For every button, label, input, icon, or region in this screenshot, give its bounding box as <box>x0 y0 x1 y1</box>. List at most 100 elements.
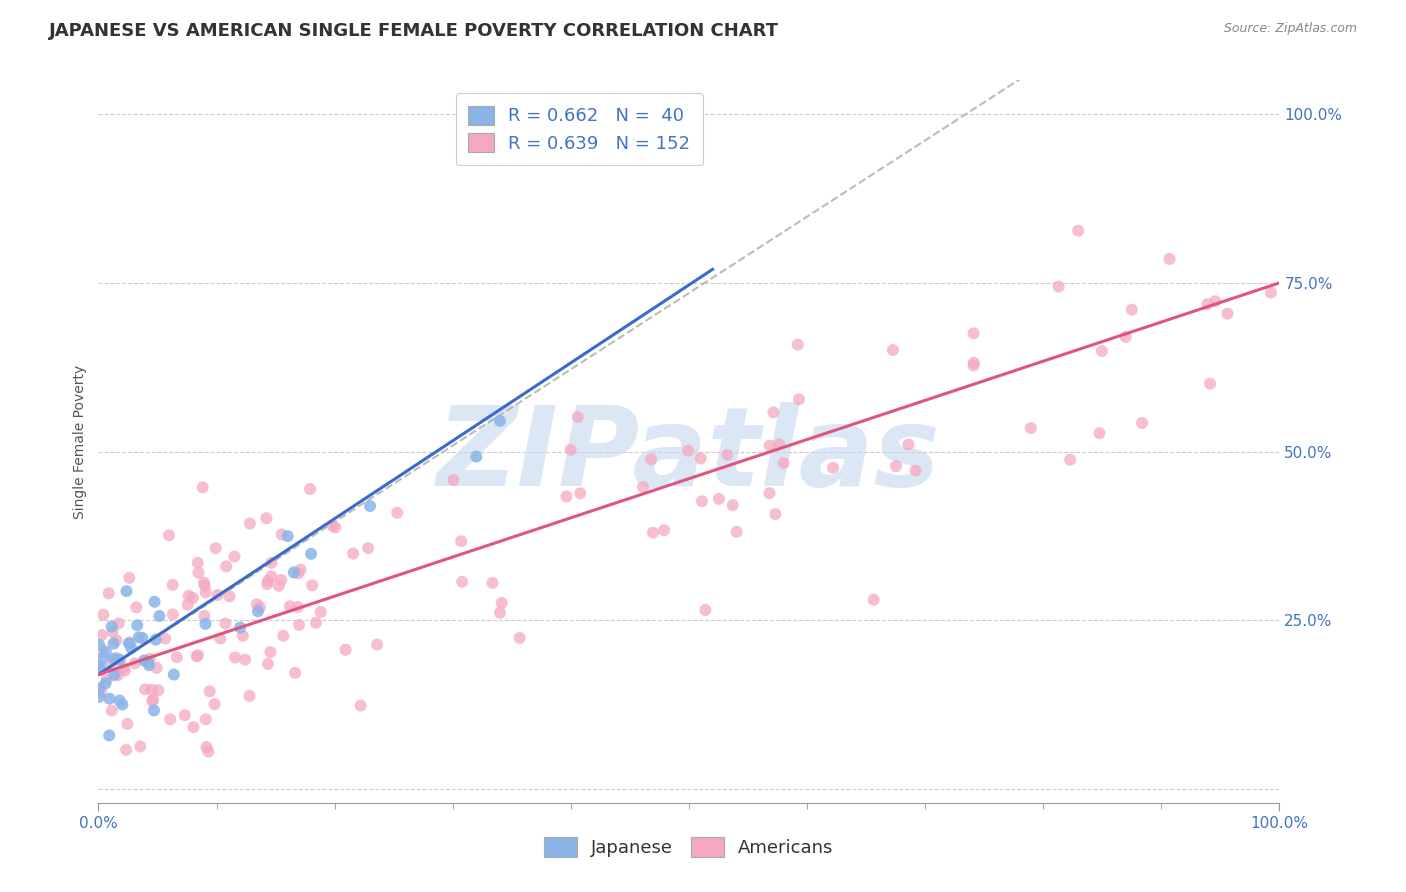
Point <box>191 480 214 494</box>
Point <box>124 657 146 671</box>
Point <box>342 547 364 561</box>
Point <box>157 528 180 542</box>
Text: JAPANESE VS AMERICAN SINGLE FEMALE POVERTY CORRELATION CHART: JAPANESE VS AMERICAN SINGLE FEMALE POVER… <box>49 22 779 40</box>
Point <box>509 631 531 645</box>
Point <box>117 717 139 731</box>
Point <box>91 607 114 622</box>
Point <box>695 603 717 617</box>
Point <box>103 636 125 650</box>
Point <box>322 518 344 533</box>
Point <box>489 606 512 620</box>
Point <box>1121 302 1143 317</box>
Point <box>143 703 166 717</box>
Point <box>1216 307 1239 321</box>
Point <box>89 638 111 652</box>
Point <box>111 698 134 712</box>
Point <box>884 459 907 474</box>
Point <box>652 523 675 537</box>
Point <box>229 620 252 634</box>
Point <box>162 607 184 622</box>
Point <box>256 577 278 591</box>
Point <box>194 616 217 631</box>
Point <box>98 691 121 706</box>
Point <box>105 633 128 648</box>
Point <box>159 712 181 726</box>
Point <box>224 650 246 665</box>
Point <box>357 541 380 555</box>
Point <box>91 651 114 665</box>
Point <box>187 648 209 663</box>
Point <box>89 681 111 696</box>
Point <box>193 608 215 623</box>
Point <box>763 507 786 521</box>
Point <box>862 592 884 607</box>
Point <box>299 547 322 561</box>
Point <box>125 600 148 615</box>
Point <box>284 665 307 680</box>
Point <box>491 596 513 610</box>
Point <box>194 712 217 726</box>
Point <box>214 616 236 631</box>
Point <box>1130 416 1153 430</box>
Point <box>98 728 121 742</box>
Point <box>112 660 135 674</box>
Point <box>560 442 582 457</box>
Point <box>1197 297 1219 311</box>
Point <box>100 619 122 633</box>
Point <box>118 636 141 650</box>
Point <box>257 574 280 588</box>
Point <box>772 456 794 470</box>
Point <box>114 664 136 678</box>
Point <box>193 575 215 590</box>
Point <box>127 618 149 632</box>
Point <box>118 635 141 649</box>
Point <box>325 520 347 534</box>
Point <box>100 704 122 718</box>
Point <box>1067 224 1090 238</box>
Point <box>481 575 503 590</box>
Point <box>90 628 112 642</box>
Point <box>148 609 170 624</box>
Point <box>107 668 129 682</box>
Point <box>271 629 294 643</box>
Point <box>1159 252 1181 266</box>
Point <box>631 480 654 494</box>
Point <box>278 599 301 614</box>
Point <box>197 745 219 759</box>
Point <box>108 693 131 707</box>
Point <box>94 676 117 690</box>
Point <box>139 651 162 665</box>
Point <box>176 598 198 612</box>
Point <box>162 578 184 592</box>
Point <box>204 697 226 711</box>
Point <box>1019 421 1042 435</box>
Point <box>195 739 218 754</box>
Point <box>1059 452 1081 467</box>
Point <box>233 652 256 666</box>
Point <box>90 684 112 698</box>
Point <box>198 684 221 698</box>
Point <box>118 571 141 585</box>
Point <box>897 437 920 451</box>
Point <box>246 604 269 618</box>
Point <box>145 632 167 647</box>
Text: ZIPatlas: ZIPatlas <box>437 402 941 509</box>
Point <box>305 615 328 630</box>
Point <box>173 708 195 723</box>
Point <box>129 739 152 754</box>
Point <box>101 625 124 640</box>
Point <box>257 657 280 671</box>
Point <box>882 343 904 357</box>
Point <box>141 694 163 708</box>
Point <box>555 490 578 504</box>
Point <box>288 618 311 632</box>
Point <box>569 486 592 500</box>
Point <box>186 649 208 664</box>
Point <box>97 586 120 600</box>
Point <box>115 743 138 757</box>
Point <box>249 600 271 615</box>
Point <box>721 498 744 512</box>
Point <box>567 410 589 425</box>
Point <box>962 359 984 373</box>
Point <box>309 605 332 619</box>
